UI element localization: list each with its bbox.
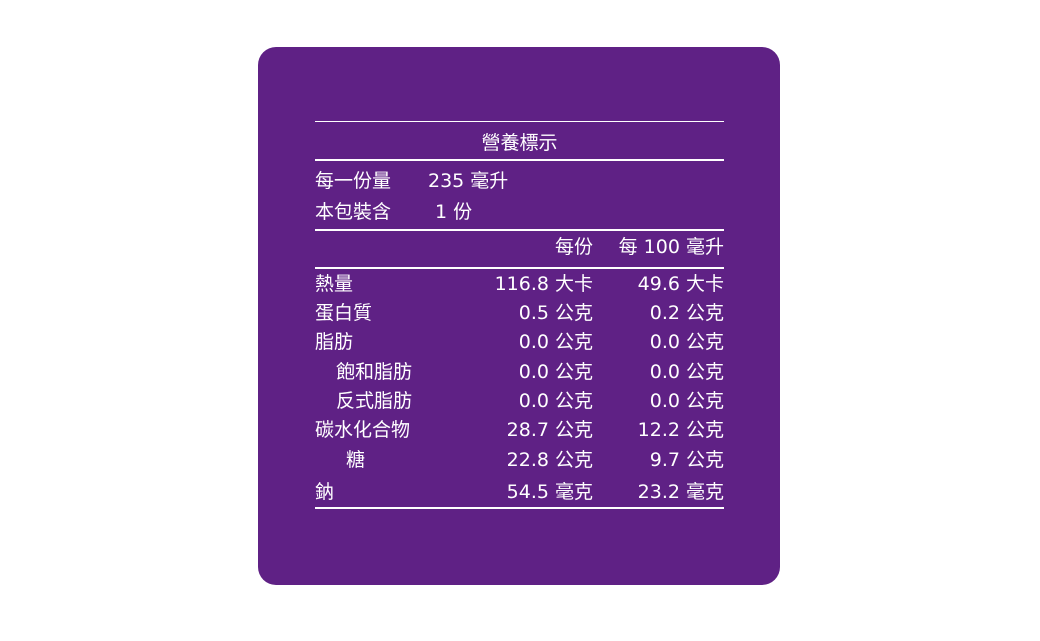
per-serving: 54.5 毫克 [506, 481, 593, 503]
nutrient-name: 碳水化合物 [315, 419, 411, 441]
nutrient-name: 鈉 [315, 481, 335, 503]
per-100ml: 9.7 公克 [649, 449, 724, 471]
column-header: 每 100 毫升 [618, 236, 724, 258]
per-100ml: 0.2 公克 [649, 302, 724, 324]
per-100ml: 23.2 毫克 [637, 481, 724, 503]
column-header: 每份 [554, 236, 593, 258]
nutrient-name: 糖 [346, 449, 366, 471]
per-100ml: 0.0 公克 [649, 331, 724, 353]
nutrient-name: 脂肪 [315, 331, 354, 353]
title: 營養標示 [481, 132, 558, 154]
per-serving: 0.5 公克 [518, 302, 593, 324]
per-serving: 116.8 大卡 [494, 273, 593, 295]
per-serving: 0.0 公克 [518, 390, 593, 412]
servings-value: 1 份 [435, 201, 473, 223]
per-100ml: 12.2 公克 [637, 419, 724, 441]
nutrient-name: 反式脂肪 [336, 390, 413, 412]
serving-size-label: 每一份量 [315, 170, 392, 192]
per-100ml: 0.0 公克 [649, 361, 724, 383]
nutrition-label: 營養標示 每一份量 235 毫升 本包裝含 1 份 每份 每 100 毫升 熱量… [258, 47, 780, 585]
rule [315, 159, 724, 161]
rule [315, 121, 724, 122]
rule [315, 507, 724, 509]
per-100ml: 0.0 公克 [649, 390, 724, 412]
rule [315, 229, 724, 231]
rule [315, 267, 724, 269]
servings-label: 本包裝含 [315, 201, 392, 223]
serving-size-value: 235 毫升 [428, 170, 509, 192]
per-serving: 28.7 公克 [506, 419, 593, 441]
nutrient-name: 熱量 [315, 273, 354, 295]
per-serving: 0.0 公克 [518, 331, 593, 353]
nutrient-name: 蛋白質 [315, 302, 373, 324]
nutrient-name: 飽和脂肪 [336, 361, 413, 383]
per-100ml: 49.6 大卡 [637, 273, 724, 295]
per-serving: 0.0 公克 [518, 361, 593, 383]
per-serving: 22.8 公克 [506, 449, 593, 471]
